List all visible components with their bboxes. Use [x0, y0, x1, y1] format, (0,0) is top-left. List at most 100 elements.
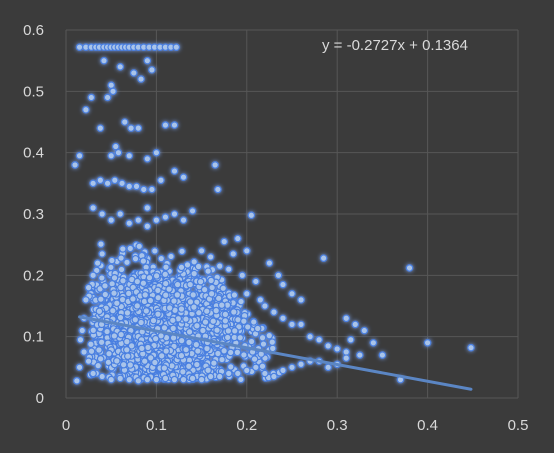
data-point	[161, 374, 170, 383]
data-point	[95, 307, 104, 316]
data-point	[226, 363, 235, 371]
data-point	[113, 357, 121, 365]
data-point	[243, 289, 251, 298]
data-point	[206, 253, 215, 261]
data-point	[193, 321, 201, 330]
trendline-group	[78, 315, 473, 391]
data-point	[132, 182, 141, 191]
data-point	[160, 324, 169, 332]
data-point	[194, 347, 202, 355]
data-point	[135, 242, 144, 251]
data-point	[157, 254, 166, 263]
data-point	[126, 361, 135, 369]
data-point	[274, 271, 283, 280]
data-point	[279, 280, 287, 289]
data-point	[98, 250, 106, 258]
data-point	[110, 289, 118, 297]
data-point	[288, 363, 296, 372]
data-point	[173, 291, 182, 299]
data-point	[123, 258, 131, 267]
data-point	[87, 340, 95, 349]
data-point	[151, 358, 159, 367]
data-point	[71, 161, 79, 169]
data-point	[97, 338, 106, 347]
data-point	[270, 372, 278, 381]
data-point	[342, 354, 351, 362]
data-point	[355, 351, 364, 359]
data-point	[253, 324, 262, 333]
data-point	[89, 369, 97, 378]
data-point	[125, 219, 134, 228]
data-point	[84, 283, 93, 292]
data-point	[186, 298, 195, 306]
data-point	[224, 265, 233, 274]
data-point	[127, 124, 135, 132]
data-point	[117, 283, 125, 292]
data-point	[75, 363, 84, 372]
data-point	[360, 326, 369, 335]
data-point	[207, 276, 215, 285]
data-point	[170, 210, 179, 218]
data-point	[75, 43, 84, 51]
data-point	[146, 354, 155, 362]
data-point	[129, 295, 137, 303]
data-point	[116, 374, 125, 383]
data-point	[162, 347, 170, 355]
data-point	[210, 359, 218, 367]
y-tick-label: 0.5	[23, 83, 44, 100]
data-point	[151, 334, 160, 343]
data-point	[201, 318, 210, 326]
data-point	[214, 349, 222, 358]
x-tick-label: 0.1	[146, 417, 167, 434]
data-point	[170, 121, 179, 129]
data-point	[218, 355, 226, 364]
data-point	[157, 352, 166, 360]
data-point	[265, 259, 274, 267]
data-point	[188, 374, 197, 383]
data-point	[319, 254, 328, 262]
data-point	[243, 247, 251, 255]
data-point	[103, 93, 112, 102]
data-point	[127, 342, 136, 350]
data-point	[125, 151, 134, 160]
data-point	[243, 366, 251, 375]
data-point	[111, 176, 119, 185]
data-point	[342, 348, 351, 356]
data-point	[214, 185, 222, 194]
data-point	[119, 245, 127, 253]
data-point	[170, 167, 179, 175]
data-point	[98, 274, 106, 282]
data-point	[197, 247, 206, 255]
data-point	[143, 155, 152, 163]
data-point	[139, 279, 148, 287]
data-point	[240, 317, 248, 326]
data-point	[185, 338, 193, 347]
data-point	[75, 151, 84, 160]
data-points	[71, 43, 475, 385]
data-point	[237, 375, 245, 384]
data-point	[89, 326, 98, 335]
data-point	[179, 375, 188, 384]
data-point	[297, 296, 305, 304]
data-point	[78, 326, 87, 335]
data-point	[143, 375, 152, 384]
data-point	[117, 330, 125, 339]
trendline-equation: y = -0.2727x + 0.1364	[322, 37, 468, 54]
data-point	[214, 294, 223, 303]
data-point	[211, 161, 219, 169]
data-point	[119, 360, 128, 369]
data-point	[196, 277, 205, 286]
data-point	[230, 291, 239, 299]
x-tick-label: 0.4	[417, 417, 438, 434]
y-tick-label: 0.4	[23, 145, 44, 162]
data-point	[148, 66, 156, 74]
data-point	[123, 352, 132, 361]
data-point	[230, 308, 238, 316]
data-point	[73, 377, 81, 385]
data-point	[97, 295, 105, 304]
data-point	[297, 360, 305, 369]
data-point	[177, 305, 186, 313]
data-point	[258, 362, 267, 371]
data-point	[152, 375, 161, 384]
